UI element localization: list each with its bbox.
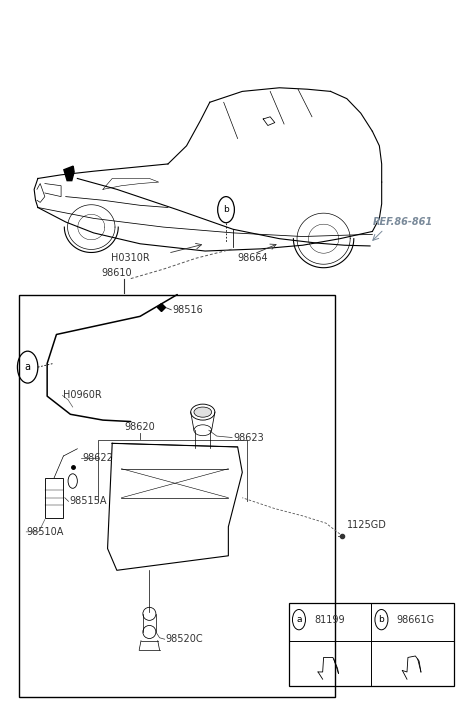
Bar [19, 294, 335, 697]
Text: a: a [25, 362, 31, 372]
Text: b: b [223, 205, 229, 214]
Text: 98664: 98664 [238, 253, 268, 263]
Text: 98623: 98623 [233, 433, 264, 443]
Polygon shape [64, 166, 74, 180]
Text: b: b [378, 615, 384, 624]
Text: H0960R: H0960R [63, 390, 102, 401]
Text: 98510A: 98510A [26, 527, 64, 537]
Text: a: a [296, 615, 302, 624]
Text: REF.86-861: REF.86-861 [372, 217, 432, 227]
Text: 98516: 98516 [172, 305, 203, 315]
Bar [45, 478, 63, 518]
Ellipse shape [194, 407, 212, 417]
Text: 1125GD: 1125GD [347, 520, 387, 529]
Text: H0310R: H0310R [110, 253, 150, 263]
Bar [289, 603, 454, 686]
Text: 98661G: 98661G [397, 614, 435, 624]
Text: 98610: 98610 [102, 268, 132, 278]
Text: 98622: 98622 [82, 453, 113, 463]
Text: 98520C: 98520C [165, 634, 203, 644]
Text: 81199: 81199 [314, 614, 345, 624]
Text: 98620: 98620 [125, 422, 156, 433]
Text: 98515A: 98515A [69, 497, 107, 507]
